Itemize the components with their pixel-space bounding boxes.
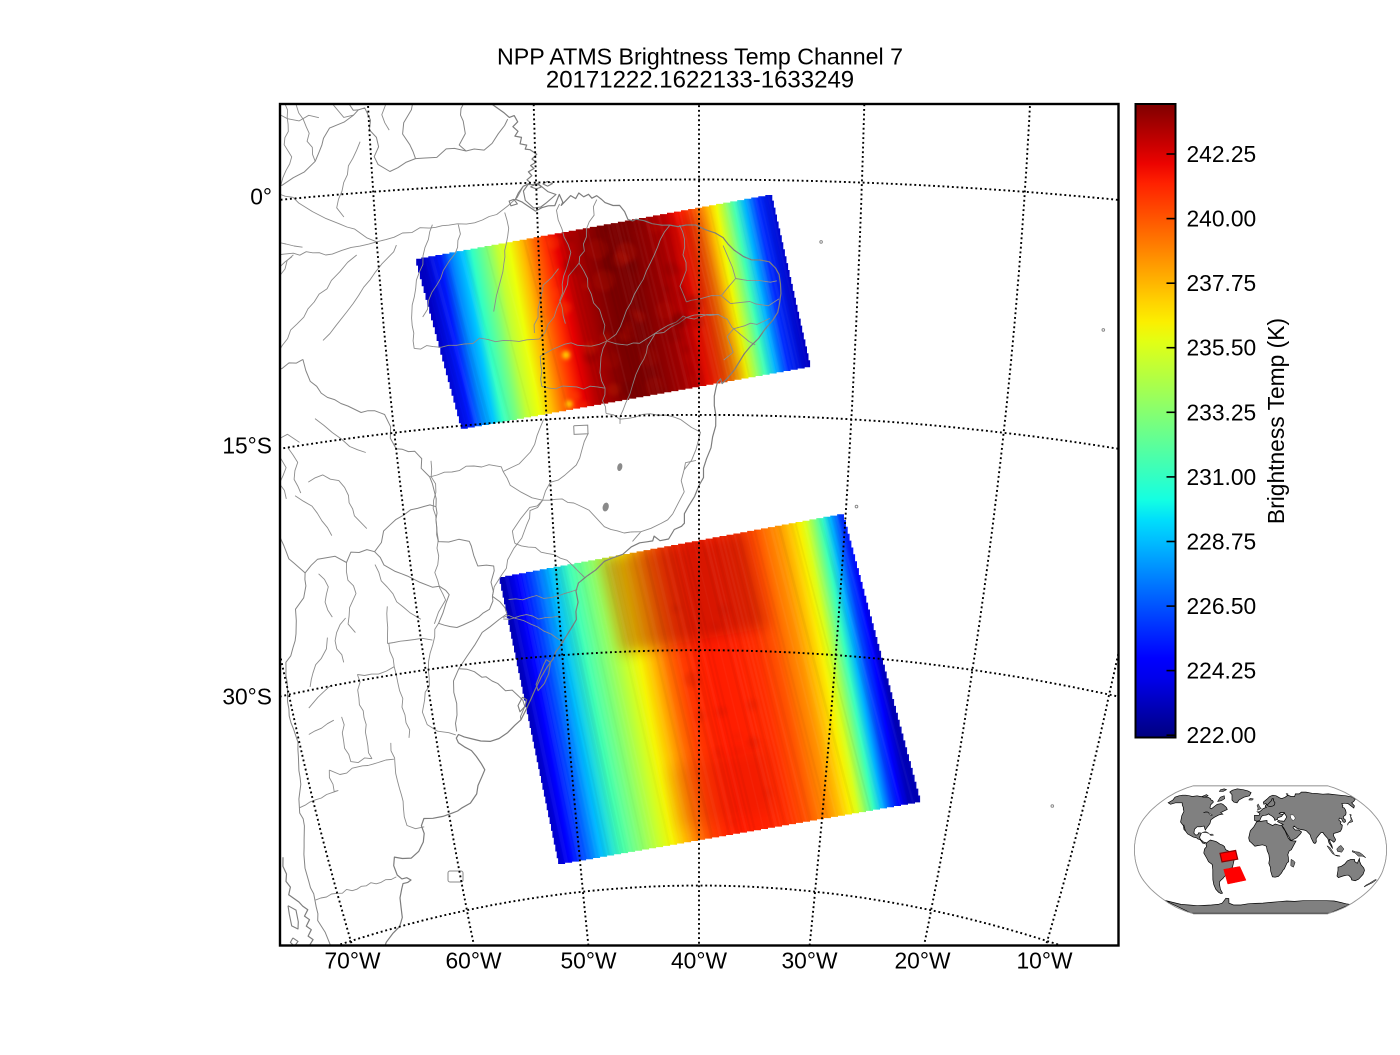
svg-text:20°W: 20°W bbox=[895, 948, 951, 974]
svg-text:NPP ATMS Brightness Temp Chann: NPP ATMS Brightness Temp Channel 7 bbox=[497, 43, 903, 69]
svg-text:226.50: 226.50 bbox=[1187, 593, 1257, 619]
svg-text:30°W: 30°W bbox=[782, 948, 838, 974]
svg-text:224.25: 224.25 bbox=[1187, 658, 1257, 684]
svg-text:70°W: 70°W bbox=[325, 948, 381, 974]
svg-text:235.50: 235.50 bbox=[1187, 335, 1257, 361]
svg-text:233.25: 233.25 bbox=[1187, 399, 1257, 425]
svg-text:50°W: 50°W bbox=[561, 948, 617, 974]
svg-text:30°S: 30°S bbox=[222, 684, 272, 710]
svg-text:40°W: 40°W bbox=[671, 948, 727, 974]
svg-text:237.75: 237.75 bbox=[1187, 270, 1257, 296]
svg-text:240.00: 240.00 bbox=[1187, 206, 1257, 232]
svg-text:20171222.1622133-1633249: 20171222.1622133-1633249 bbox=[546, 67, 854, 94]
svg-text:0°: 0° bbox=[250, 184, 272, 210]
svg-text:231.00: 231.00 bbox=[1187, 464, 1257, 490]
svg-text:15°S: 15°S bbox=[222, 432, 272, 458]
svg-text:Brightness Temp (K): Brightness Temp (K) bbox=[1263, 318, 1289, 524]
svg-text:10°W: 10°W bbox=[1017, 948, 1073, 974]
svg-text:228.75: 228.75 bbox=[1187, 529, 1257, 555]
svg-text:242.25: 242.25 bbox=[1187, 141, 1257, 167]
svg-text:222.00: 222.00 bbox=[1187, 722, 1257, 748]
svg-text:60°W: 60°W bbox=[446, 948, 502, 974]
